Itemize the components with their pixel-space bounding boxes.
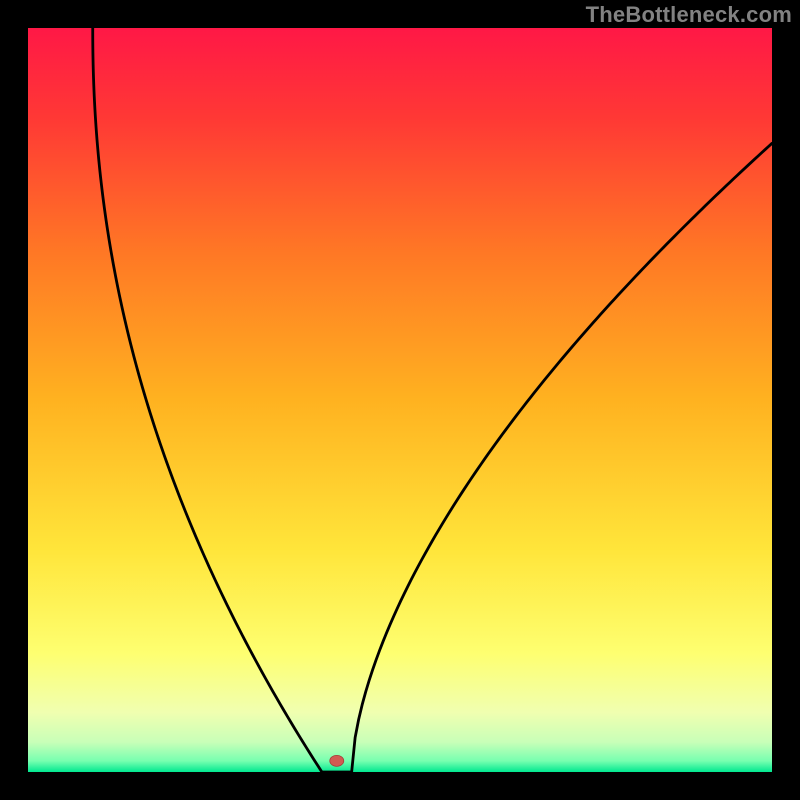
- plot-background: [28, 28, 772, 772]
- chart-frame: TheBottleneck.com: [0, 0, 800, 800]
- watermark-text: TheBottleneck.com: [586, 2, 792, 28]
- optimum-marker: [330, 755, 344, 766]
- plot-svg: [28, 28, 772, 772]
- plot-area: [28, 28, 772, 772]
